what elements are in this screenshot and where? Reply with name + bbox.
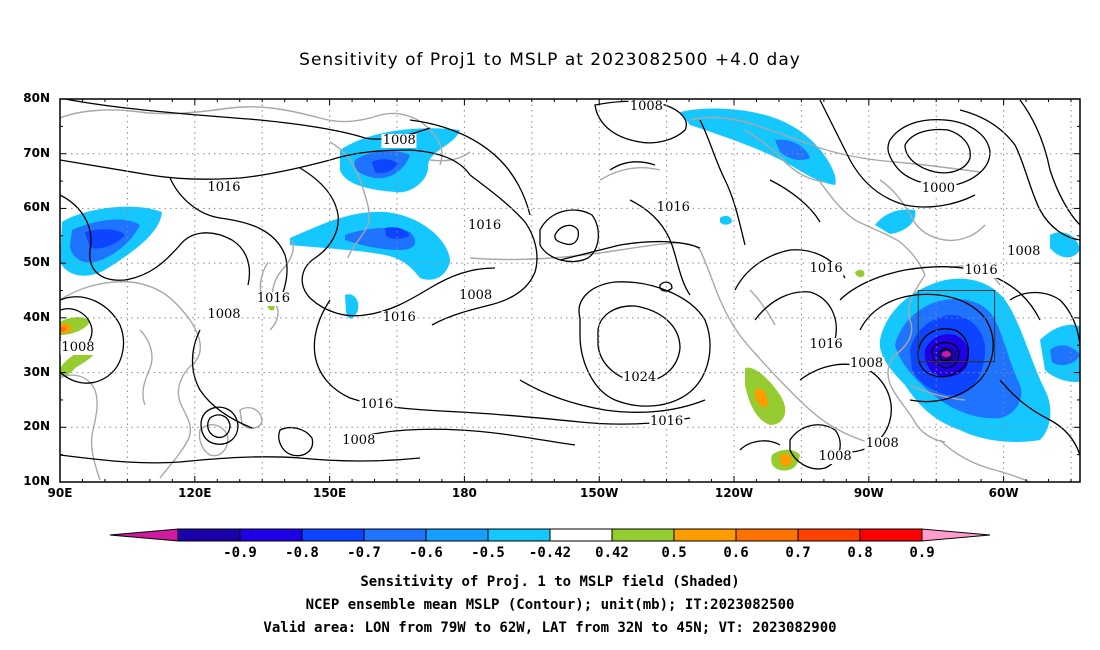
contour-label: 1016 xyxy=(467,218,503,234)
lat-label: 20N xyxy=(23,419,50,434)
colorbar-arrow-high xyxy=(921,528,991,542)
coastlines xyxy=(60,106,1031,482)
contour-label: 1008 xyxy=(849,356,885,372)
colorbar-label: -0.5 xyxy=(471,545,505,561)
colorbar-label: 0.8 xyxy=(847,545,873,561)
caption-line-2: NCEP ensemble mean MSLP (Contour); unit(… xyxy=(305,597,795,613)
lat-label: 70N xyxy=(23,145,50,160)
colorbar-swatch xyxy=(549,528,613,542)
colorbar-label: 0.6 xyxy=(723,545,749,561)
contour-label: 1008 xyxy=(206,307,242,323)
map-title: Sensitivity of Proj1 to MSLP at 20230825… xyxy=(299,50,801,70)
contour-label: 1016 xyxy=(359,397,395,413)
contour-label: 1016 xyxy=(255,290,291,306)
colorbar-label: -0.6 xyxy=(409,545,443,561)
lat-label: 80N xyxy=(23,91,50,105)
axis-ticks xyxy=(59,98,1080,483)
caption-line-1: Sensitivity of Proj. 1 to MSLP field (Sh… xyxy=(360,574,740,590)
colorbar-swatch xyxy=(301,528,365,542)
colorbar-swatch xyxy=(611,528,675,542)
contour-label: 1016 xyxy=(963,263,999,279)
contour-label: 1024 xyxy=(622,370,658,386)
colorbar-swatch xyxy=(363,528,427,542)
lat-label: 30N xyxy=(23,364,50,379)
colorbar-label: -0.42 xyxy=(528,545,572,561)
colorbar-label: -0.8 xyxy=(285,545,319,561)
lon-label: 90E xyxy=(47,486,73,500)
lon-label: 180 xyxy=(451,486,477,500)
contour-label: 1016 xyxy=(808,337,844,353)
lat-label: 50N xyxy=(23,255,50,270)
colorbar-label: 0.9 xyxy=(909,545,935,561)
colorbar-swatch xyxy=(797,528,861,542)
colorbar-swatch xyxy=(425,528,489,542)
colorbar-label: -0.9 xyxy=(223,545,257,561)
lon-label: 150E xyxy=(312,486,347,500)
lat-label: 60N xyxy=(23,200,50,215)
lat-label: 40N xyxy=(23,309,50,324)
contour-label: 1008 xyxy=(341,432,377,448)
colorbar-arrow-low xyxy=(109,528,179,542)
colorbar xyxy=(109,528,991,542)
colorbar-label: 0.5 xyxy=(661,545,687,561)
colorbar-label: -0.7 xyxy=(347,545,381,561)
contour-label: 1000 xyxy=(920,181,956,197)
colorbar-swatch xyxy=(487,528,551,542)
contour-label: 1008 xyxy=(628,99,664,115)
lon-label: 90W xyxy=(853,486,884,500)
colorbar-label: 0.42 xyxy=(595,545,629,561)
contour-label: 1016 xyxy=(655,200,691,216)
contour-label: 1016 xyxy=(649,413,685,429)
lon-label: 60W xyxy=(988,486,1019,500)
lon-label: 120W xyxy=(714,486,754,500)
contour-label: 1016 xyxy=(206,180,242,196)
caption-line-3: Valid area: LON from 79W to 62W, LAT fro… xyxy=(263,620,837,636)
lat-label: 10N xyxy=(23,474,50,488)
colorbar-swatch xyxy=(239,528,303,542)
contour-label: 1008 xyxy=(817,449,853,465)
colorbar-label: 0.7 xyxy=(785,545,811,561)
contour-label: 1008 xyxy=(458,287,494,303)
lon-label: 120E xyxy=(178,486,212,500)
colorbar-swatch xyxy=(859,528,923,542)
contour-label: 1008 xyxy=(60,339,96,355)
mslp-contours xyxy=(60,99,1080,470)
colorbar-swatch xyxy=(735,528,799,542)
colorbar-swatch xyxy=(673,528,737,542)
contour-label: 1016 xyxy=(808,260,844,276)
lon-label: 150W xyxy=(580,486,619,500)
contour-label: 1008 xyxy=(864,435,900,451)
contour-label: 1016 xyxy=(381,309,417,325)
contour-label: 1008 xyxy=(1006,244,1042,260)
contour-label: 1008 xyxy=(381,133,417,149)
colorbar-swatch xyxy=(177,528,241,542)
